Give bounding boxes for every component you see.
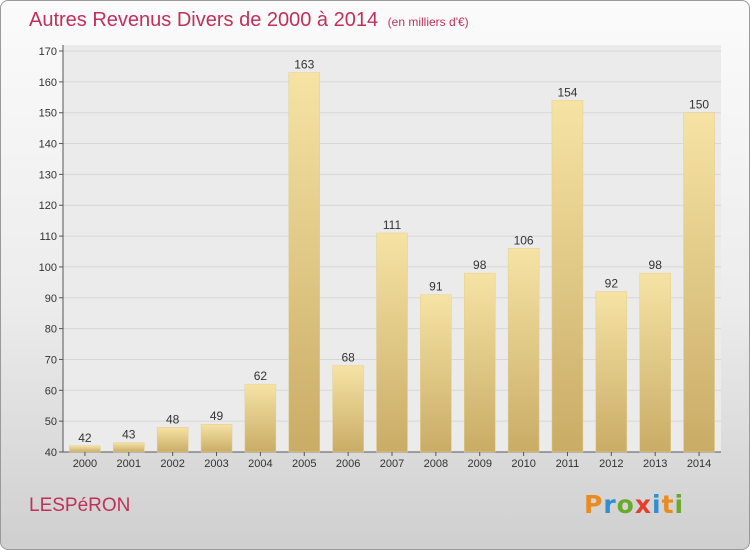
logo-letter: o — [616, 490, 635, 519]
bar-2004 — [244, 383, 277, 453]
ytick-label-170: 170 — [39, 46, 57, 58]
xtick-label-2013: 2013 — [643, 458, 667, 470]
bar-2009 — [463, 272, 496, 453]
logo-letter: x — [634, 490, 652, 519]
xtick-label-2008: 2008 — [424, 458, 448, 470]
data-label-2002: 48 — [166, 412, 180, 426]
ytick-label-130: 130 — [39, 169, 57, 181]
xtick-label-2010: 2010 — [511, 458, 535, 470]
bar-2014 — [683, 112, 715, 453]
xtick-label-2014: 2014 — [687, 458, 711, 470]
data-label-2003: 49 — [210, 409, 224, 423]
ytick-label-40: 40 — [45, 447, 57, 459]
ytick-label-90: 90 — [45, 293, 57, 305]
data-label-2000: 42 — [78, 431, 92, 445]
ytick-label-120: 120 — [39, 200, 57, 212]
bar-2003 — [200, 423, 233, 453]
data-label-2009: 98 — [473, 258, 487, 272]
bar-2006 — [332, 365, 364, 453]
xtick-label-2007: 2007 — [380, 458, 404, 470]
ytick-label-110: 110 — [39, 231, 57, 243]
ytick-label-160: 160 — [39, 77, 57, 89]
bar-2000 — [69, 445, 101, 453]
logo-letter: i — [674, 490, 685, 519]
logo-letter: i — [652, 490, 662, 519]
chart-title: Autres Revenus Divers de 2000 à 2014 (en… — [29, 9, 469, 32]
bar-2002 — [156, 427, 189, 453]
bar-2005 — [288, 72, 321, 453]
bar-2013 — [639, 272, 671, 453]
logo-letter: r — [603, 490, 617, 519]
xtick-label-2012: 2012 — [599, 458, 623, 470]
xtick-label-2003: 2003 — [204, 458, 228, 470]
logo-letter: P — [584, 490, 604, 519]
xtick-label-2000: 2000 — [73, 458, 97, 470]
xtick-label-2004: 2004 — [248, 458, 272, 470]
data-label-2006: 68 — [341, 351, 355, 365]
xtick-label-2006: 2006 — [336, 458, 360, 470]
ytick-label-50: 50 — [45, 416, 57, 428]
xtick-label-2001: 2001 — [117, 458, 141, 470]
xtick-label-2011: 2011 — [556, 458, 580, 470]
ytick-label-140: 140 — [39, 139, 57, 151]
chart-title-text: Autres Revenus Divers de 2000 à 2014 — [29, 9, 379, 31]
data-label-2010: 106 — [514, 233, 534, 247]
bar-2012 — [595, 291, 628, 453]
bar-2008 — [420, 294, 452, 453]
ytick-label-60: 60 — [45, 385, 57, 397]
data-label-2004: 62 — [254, 369, 268, 383]
data-label-2014: 150 — [689, 98, 709, 112]
data-label-2013: 98 — [649, 258, 663, 272]
data-label-2007: 111 — [383, 218, 402, 232]
bar-2007 — [376, 232, 408, 453]
data-label-2011: 154 — [557, 85, 577, 99]
ytick-label-80: 80 — [45, 324, 57, 336]
xtick-label-2009: 2009 — [467, 458, 491, 470]
bar-2011 — [551, 100, 584, 453]
data-label-2005: 163 — [294, 58, 314, 72]
xtick-label-2005: 2005 — [292, 458, 316, 470]
chart-subtitle: (en milliers d'€) — [387, 15, 469, 29]
place-name: LESPéRON — [29, 495, 131, 516]
ytick-label-150: 150 — [39, 108, 57, 120]
data-label-2008: 91 — [429, 280, 443, 294]
proxiti-logo: Proxiti — [584, 490, 684, 519]
bar-2010 — [507, 248, 540, 453]
xtick-label-2002: 2002 — [160, 458, 184, 470]
data-label-2012: 92 — [605, 277, 619, 291]
bar-2001 — [113, 442, 145, 453]
logo-letter: t — [661, 490, 675, 519]
ytick-label-100: 100 — [39, 262, 57, 274]
data-label-2001: 43 — [122, 428, 136, 442]
ytick-label-70: 70 — [45, 354, 57, 366]
